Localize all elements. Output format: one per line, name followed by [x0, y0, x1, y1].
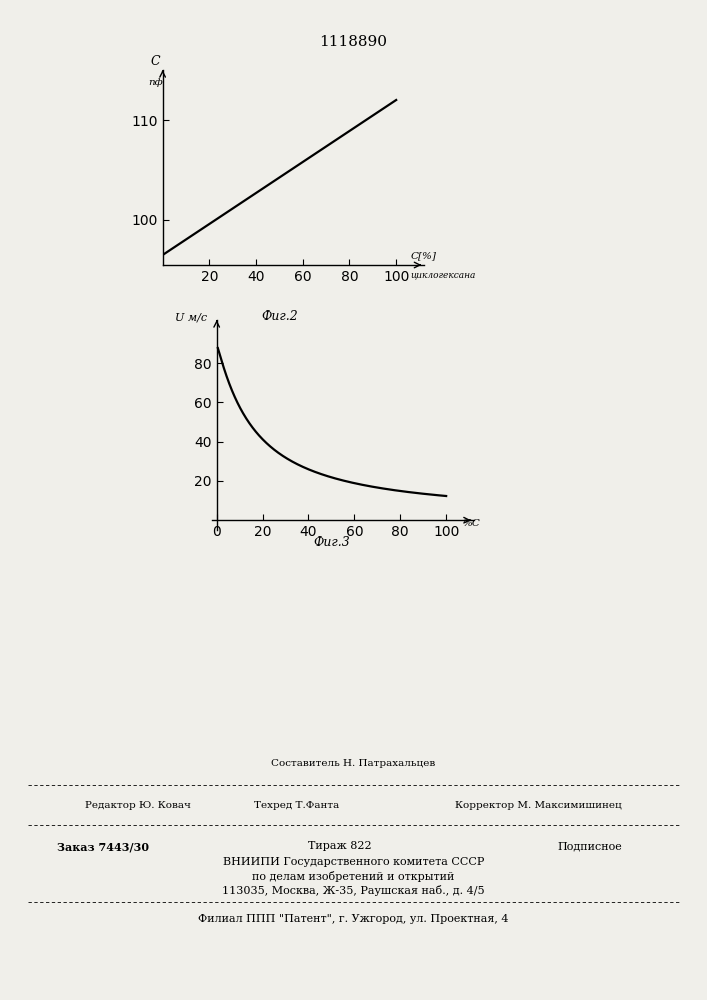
Text: Филиал ППП "Патент", г. Ужгород, ул. Проектная, 4: Филиал ППП "Патент", г. Ужгород, ул. Про…: [198, 914, 509, 924]
Text: Редактор Ю. Ковач: Редактор Ю. Ковач: [85, 800, 191, 810]
Text: Техред Т.Фанта: Техред Т.Фанта: [255, 800, 339, 810]
Text: ВНИИПИ Государственного комитета СССР: ВНИИПИ Государственного комитета СССР: [223, 857, 484, 867]
Text: Подписное: Подписное: [557, 841, 622, 851]
Text: Заказ 7443/30: Заказ 7443/30: [57, 841, 148, 852]
Text: Составитель Н. Патрахальцев: Составитель Н. Патрахальцев: [271, 758, 436, 768]
Text: циклогексана: циклогексана: [410, 270, 476, 279]
Text: по делам изобретений и открытий: по делам изобретений и открытий: [252, 871, 455, 882]
Text: C: C: [151, 55, 160, 68]
Text: 1118890: 1118890: [320, 35, 387, 49]
Text: Корректор М. Максимишинец: Корректор М. Максимишинец: [455, 800, 622, 810]
Text: Фиг.2: Фиг.2: [261, 310, 298, 323]
Text: Фиг.3: Фиг.3: [313, 536, 350, 549]
Text: пф: пф: [148, 78, 163, 87]
Text: C[%]: C[%]: [410, 251, 436, 260]
Text: 113035, Москва, Ж-35, Раушская наб., д. 4/5: 113035, Москва, Ж-35, Раушская наб., д. …: [222, 885, 485, 896]
Text: Тираж 822: Тираж 822: [308, 841, 371, 851]
Text: U м/с: U м/с: [175, 313, 208, 323]
Text: %C: %C: [462, 519, 480, 528]
